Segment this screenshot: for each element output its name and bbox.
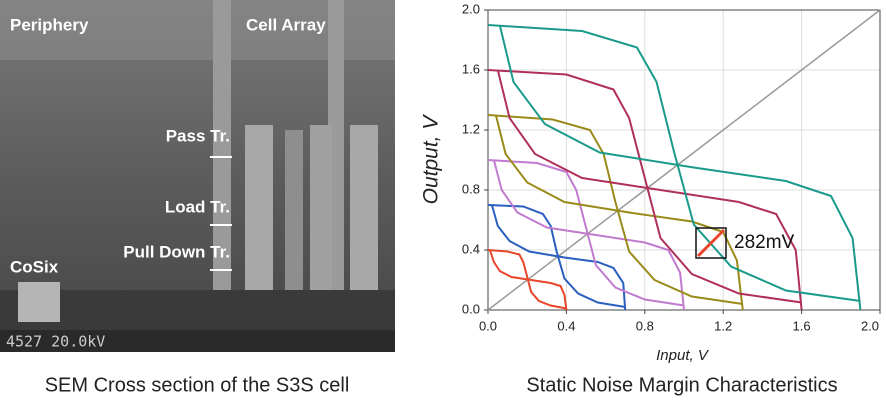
snm-diagonal <box>696 228 726 258</box>
caption: Static Noise Margin Characteristics <box>526 374 837 396</box>
sem-label: Cell Array <box>246 15 326 34</box>
sem-label: Pull Down Tr. <box>123 242 230 261</box>
sem-pillar <box>213 0 231 330</box>
y-tick-label: 0.8 <box>462 181 480 196</box>
curve <box>494 114 744 311</box>
sem-gate <box>285 130 303 320</box>
unity-diagonal <box>487 9 881 311</box>
sem-label: Load Tr. <box>165 197 230 216</box>
curve <box>487 204 626 308</box>
plot: 0.0 0.4 0.8 1.2 1.6 2.0 0.0 0.4 0.8 1.2 1.6 2.0 282m… <box>462 1 881 333</box>
sem-arrows <box>210 156 232 271</box>
curve <box>496 69 803 311</box>
sem-footer <box>0 330 395 352</box>
x-tick-label: 1.2 <box>714 318 732 333</box>
sem-label: 4527 20.0kV <box>6 333 105 351</box>
x-tick-label: 0.4 <box>557 318 575 333</box>
curve <box>492 159 685 311</box>
y-tick-label: 0.0 <box>462 301 480 316</box>
curve <box>490 204 627 311</box>
curve <box>487 114 743 305</box>
curve <box>487 249 567 310</box>
curve <box>487 24 861 302</box>
snm-box <box>695 227 727 259</box>
y-tick-label: 0.4 <box>462 241 480 256</box>
curve <box>489 249 568 311</box>
curve <box>487 159 685 307</box>
sem-label: Periphery <box>10 15 89 34</box>
sem-image: Periphery Cell Array Pass Tr. Load Tr. P… <box>0 0 395 352</box>
x-tick-label: 0.8 <box>636 318 654 333</box>
sem-cosix <box>18 282 60 322</box>
y-tick-label: 1.2 <box>462 121 480 136</box>
caption: SEM Cross section of the S3S cell <box>45 374 350 396</box>
y-tick-label: 1.6 <box>462 61 480 76</box>
x-tick-label: 2.0 <box>861 318 879 333</box>
sem-substrate <box>0 290 395 330</box>
y-axis-label: Output, V <box>420 114 443 205</box>
annotation: 282mV <box>734 232 795 253</box>
sem-gate <box>310 125 332 325</box>
x-tick-label: 1.6 <box>793 318 811 333</box>
x-tick-label: 0.0 <box>479 318 497 333</box>
sem-label: Pass Tr. <box>166 126 230 145</box>
curve <box>487 69 802 304</box>
curve <box>498 24 862 311</box>
x-axis-label: Input, V <box>656 347 710 364</box>
sem-label: CoSix <box>10 257 59 276</box>
y-tick-label: 2.0 <box>462 1 480 16</box>
